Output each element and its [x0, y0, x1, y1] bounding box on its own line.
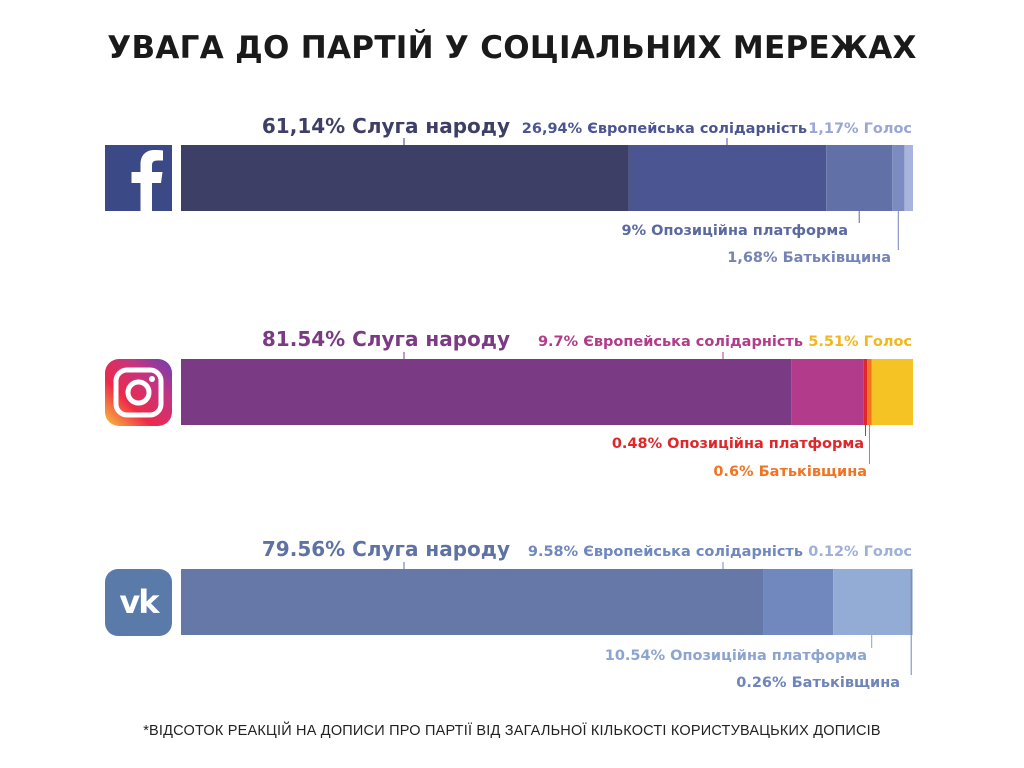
facebook-label-2: 9% Опозиційна платформа — [622, 223, 848, 239]
instagram-label-1: 9.7% Європейська солідарність — [538, 334, 803, 350]
instagram-bar-segment-4 — [871, 359, 913, 425]
chart-title: УВАГА ДО ПАРТІЙ У СОЦІАЛЬНИХ МЕРЕЖАХ — [107, 30, 917, 66]
instagram-bar-segment-0 — [181, 359, 792, 425]
bars-layer: 61,14% Слуга народу 26,94% Європейська со… — [181, 114, 913, 691]
vk-label-3: 0.26% Батьківщина — [736, 675, 900, 691]
instagram-label-2: 0.48% Опозиційна платформа — [612, 436, 864, 452]
facebook-bar-segment-3 — [892, 145, 905, 211]
facebook-label-3: 1,68% Батьківщина — [727, 250, 891, 266]
instagram-bar-segment-3 — [867, 359, 872, 425]
vk-label-0: 79.56% Слуга народу — [262, 537, 510, 561]
vk-label-4: 0.12% Голос — [808, 544, 912, 560]
facebook-bar-segment-4 — [904, 145, 913, 211]
vk-label-1: 9.58% Європейська солідарність — [528, 544, 803, 560]
instagram-label-4: 5.51% Голос — [808, 334, 912, 350]
vk-bar-segment-1 — [763, 569, 834, 635]
facebook-bar-segment-2 — [826, 145, 893, 211]
instagram-bar-segment-1 — [791, 359, 864, 425]
svg-text:vk: vk — [119, 583, 160, 621]
footnote: *ВІДСОТОК РЕАКЦІЙ НА ДОПИСИ ПРО ПАРТІЇ В… — [143, 723, 881, 739]
facebook-icon — [105, 145, 172, 211]
facebook-bar-segment-0 — [181, 145, 629, 211]
instagram-bar-segment-2 — [863, 359, 868, 425]
facebook-label-0: 61,14% Слуга народу — [262, 114, 510, 138]
vk-bar-segment-4 — [912, 569, 913, 635]
instagram-label-3: 0.6% Батьківщина — [713, 464, 867, 480]
vk-label-2: 10.54% Опозиційна платформа — [605, 648, 867, 664]
instagram-label-0: 81.54% Слуга народу — [262, 327, 510, 351]
instagram-icon — [105, 359, 172, 426]
vk-bar-segment-3 — [910, 569, 913, 635]
vk-bar-segment-0 — [181, 569, 764, 635]
facebook-label-1: 26,94% Європейська солідарність — [522, 121, 807, 137]
facebook-bar-segment-1 — [628, 145, 827, 211]
vk-icon: vk — [105, 569, 172, 636]
vk-bar-segment-2 — [833, 569, 911, 635]
facebook-label-4: 1,17% Голос — [808, 121, 912, 137]
